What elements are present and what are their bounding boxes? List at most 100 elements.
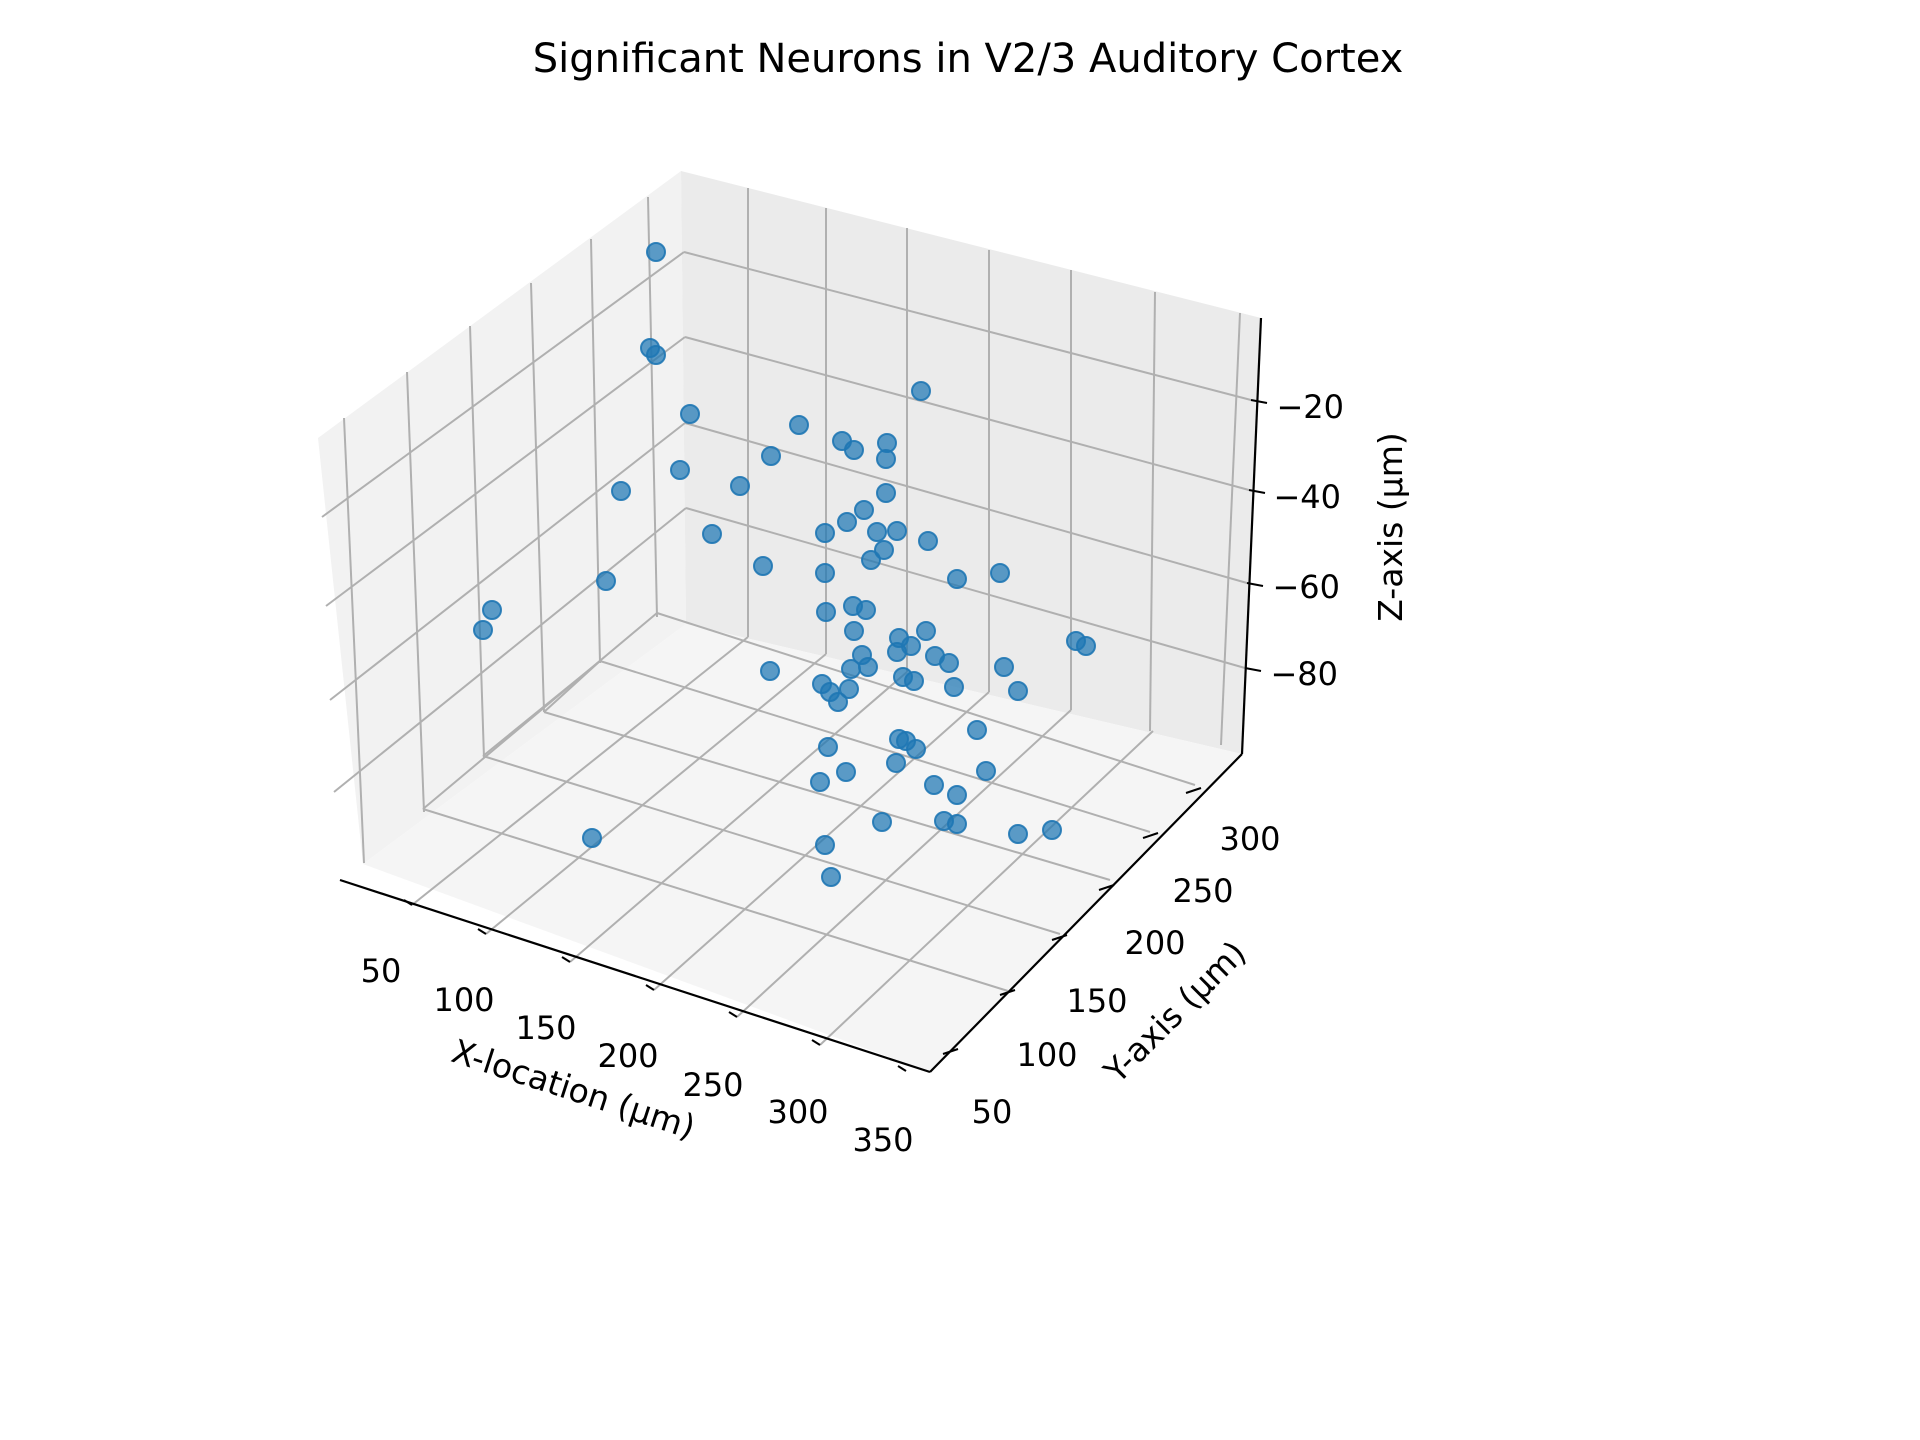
neuron-point [841,659,861,679]
neuron-point [872,812,892,832]
back-v-7 [1220,312,1241,746]
neuron-point [646,345,666,365]
x-tick-100 [477,928,487,935]
neuron-point [730,476,750,496]
floor-y-3 [543,711,1111,881]
axes-panes [318,171,1261,1072]
neuron-point [818,737,838,757]
neuron-point [947,569,967,589]
left-v-1 [343,417,365,864]
neuron-point [670,460,690,480]
neuron-point [789,415,809,435]
left-h-4 [333,507,687,793]
x-axis-label: X-location (µm) [447,1031,700,1146]
neuron-point [837,512,857,532]
neuron-point [906,739,926,759]
neuron-point [887,521,907,541]
y-tick-50 [942,1048,959,1055]
floor-pane [363,624,1242,1072]
neuron-point [680,404,700,424]
x-tick-300 [811,1039,821,1046]
z-tick-80 [1244,667,1262,672]
neuron-point [856,600,876,620]
z-tick-40 [1248,489,1266,494]
neuron-point [886,753,906,773]
floor-x-2 [485,653,827,935]
neuron-point [990,563,1010,583]
y-tick-300 [1185,787,1202,794]
neuron-point [1076,636,1096,656]
neuron-point [994,657,1014,677]
neuron-point [854,500,874,520]
x-tick-200 [645,984,655,991]
y-tick-label: 100 [1016,1036,1077,1074]
x-grid-floor-3 [543,660,601,713]
neuron-point [816,602,836,622]
neuron-point [760,661,780,681]
neuron-point [815,523,835,543]
neuron-point [839,679,859,699]
x-tick-label: 300 [767,1093,828,1131]
y-tick-label: 150 [1066,982,1127,1020]
y-tick-label: 300 [1219,820,1280,858]
y-tick-250 [1142,832,1159,839]
neuron-point [911,381,931,401]
neuron-point [1042,820,1062,840]
neuron-point [944,677,964,697]
floor-x-3 [569,671,908,963]
neuron-point [916,621,936,641]
z-tick-labels: −20 −40 −60 −80 [1270,388,1344,693]
neuron-point [836,762,856,782]
neuron-point [702,524,722,544]
neuron-point [473,620,493,640]
neuron-point [844,621,864,641]
neuron-point [815,563,835,583]
left-h-3 [329,422,686,701]
axis-lines [339,317,1263,1074]
left-v-2 [406,371,425,813]
neuron-point [947,785,967,805]
floor-x-6 [819,730,1154,1046]
left-v-6 [647,196,658,618]
x-tick-50 [403,899,413,906]
back-h-1 [683,251,1252,401]
y-tick-label: 200 [1124,924,1185,962]
left-v-5 [590,238,601,664]
x-axis-line [339,878,931,1074]
x-tick-label: 350 [852,1121,913,1159]
back-v-6 [1149,291,1156,732]
y-tick-label: 50 [972,1093,1013,1131]
neuron-point [887,642,907,662]
neuron-point [876,483,896,503]
neuron-point [874,540,894,560]
grid-lines [321,188,1252,1046]
x-tick-label: 100 [433,981,494,1019]
z-tick-label: −20 [1276,388,1344,426]
floor-x-1 [411,636,749,906]
left-h-2 [325,336,686,607]
neuron-point [753,556,773,576]
y-tick-labels: 50 100 150 200 250 300 [972,820,1281,1131]
left-h-1 [321,251,685,518]
x-tick-label: 150 [515,1009,576,1047]
chart-title: Significant Neurons in V2/3 Auditory Cor… [533,36,1404,82]
neuron-point [1008,824,1028,844]
neuron-point [939,653,959,673]
z-tick-label: −60 [1272,568,1340,606]
scatter-points [473,242,1096,887]
y-tick-100 [999,989,1016,996]
x-tick-label: 50 [361,952,402,990]
neuron-point [976,761,996,781]
neuron-point [828,692,848,712]
neuron-point [761,446,781,466]
x-grid-floor-2 [482,660,601,757]
left-v-4 [530,282,545,713]
y-tick-200 [1098,884,1115,891]
neuron-point [867,522,887,542]
neuron-point [858,657,878,677]
z-axis-line [1240,317,1263,755]
neuron-point [611,481,631,501]
back-h-4 [685,507,1246,669]
floor-y-5 [656,612,1196,786]
